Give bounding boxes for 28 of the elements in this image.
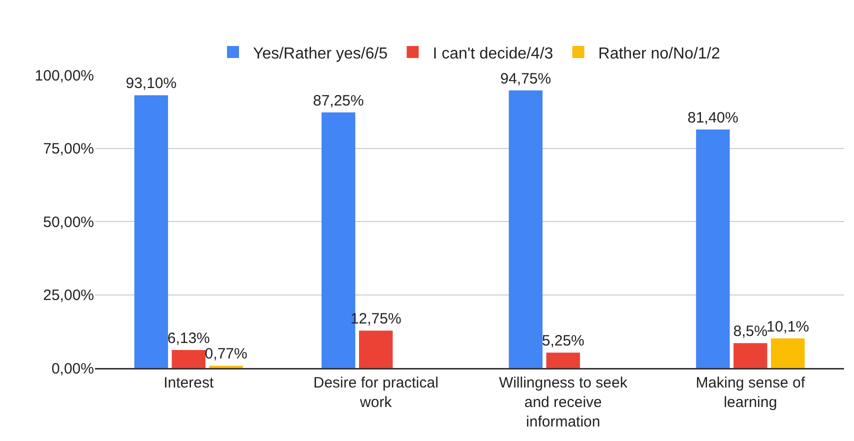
data-label: 94,75% [500,70,552,88]
y-tick-label: 25,00% [43,287,94,304]
bar [546,352,580,368]
y-tick-label: 100,00% [34,67,94,84]
data-label: 8,5% [733,323,768,340]
bar [508,90,543,368]
bar [134,95,168,368]
data-label: 81,40% [687,110,738,126]
y-tick-label: 0,00% [51,360,94,378]
x-tick-label: Willingness to seek and receive information [498,374,628,430]
y-tick-label: 50,00% [43,214,94,231]
data-label: 93,10% [126,75,177,92]
bar [359,330,393,368]
x-tick-label: Interest [164,374,214,392]
legend-label: Rather no/No/1/2 [598,45,720,62]
bar [734,343,768,368]
bar [696,130,730,368]
data-label: 87,25% [312,92,364,110]
data-label: 10,1% [766,318,810,336]
data-label: 5,25% [542,332,584,350]
x-tick-label: Making sense of learning [696,374,806,411]
y-tick-label: 75,00% [43,140,94,158]
x-tick-label: Desire for practical work [313,374,438,411]
legend-label: I can't decide/4/3 [432,45,554,62]
bar [770,338,805,368]
legend-label: Yes/Rather yes/6/5 [253,45,388,62]
bar [172,350,206,368]
data-label: 6,13% [167,330,210,348]
